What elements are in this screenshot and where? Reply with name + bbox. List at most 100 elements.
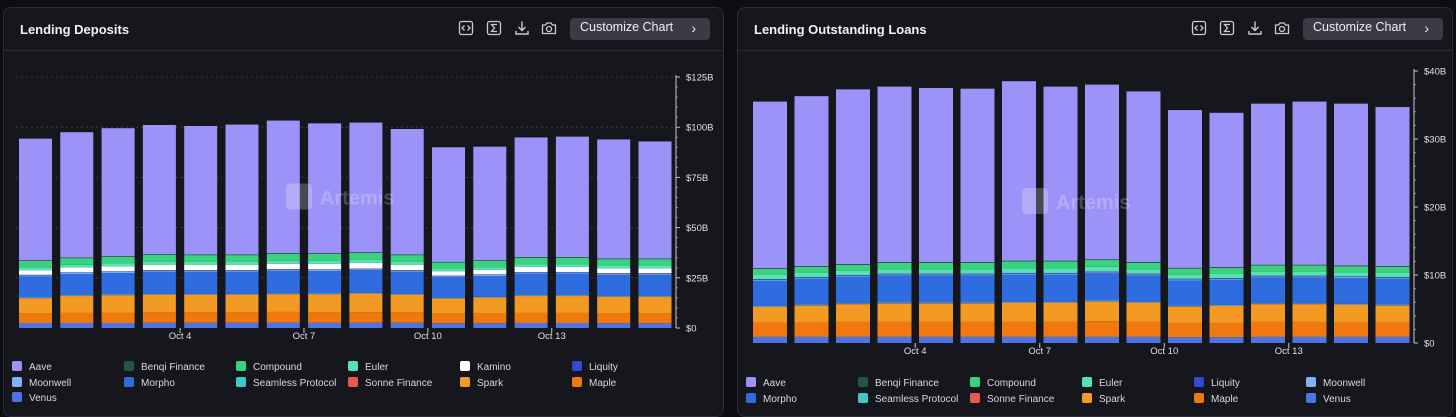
bar-segment-seamless-protocol bbox=[308, 293, 342, 295]
customize-chart-label: Customize Chart bbox=[1313, 20, 1407, 34]
x-tick-label: Oct 4 bbox=[169, 331, 192, 342]
legend-item-aave[interactable]: Aave bbox=[12, 361, 52, 373]
bar-segment-sonne-finance bbox=[225, 294, 259, 295]
download-icon[interactable] bbox=[1247, 20, 1263, 36]
bar-segment-liquity bbox=[1002, 272, 1036, 274]
bar-segment-moonwell bbox=[877, 274, 912, 276]
bar-segment-maple bbox=[349, 312, 383, 323]
bar-segment-maple bbox=[753, 322, 787, 337]
legend-item-seamless-protocol[interactable]: Seamless Protocol bbox=[858, 392, 958, 405]
bar-segment-compound bbox=[349, 252, 383, 260]
bar-segment-aave bbox=[1209, 112, 1244, 268]
bar-segment-benqi-finance bbox=[1085, 259, 1119, 261]
legend-item-maple[interactable]: Maple bbox=[1194, 392, 1238, 405]
bar-segment-spark bbox=[142, 294, 176, 313]
bar-segment-seamless-protocol bbox=[1334, 303, 1368, 305]
bar-segment-venus bbox=[1209, 337, 1244, 343]
bar-segment-moonwell bbox=[638, 273, 672, 275]
bar-segment-morpho bbox=[555, 273, 589, 296]
legend-item-seamless-protocol[interactable]: Seamless Protocol bbox=[236, 376, 336, 389]
bar-segment-liquity bbox=[225, 270, 259, 271]
legend-item-aave[interactable]: Aave bbox=[746, 377, 786, 389]
bar-segment-aave bbox=[836, 89, 870, 265]
bar-segment-seamless-protocol bbox=[514, 295, 548, 296]
bar-segment-moonwell bbox=[1334, 277, 1368, 279]
legend-item-compound[interactable]: Compound bbox=[236, 361, 302, 373]
bar-segment-aave bbox=[266, 120, 300, 254]
bar-segment-venus bbox=[1375, 336, 1410, 343]
legend-item-benqi-finance[interactable]: Benqi Finance bbox=[124, 361, 205, 373]
bar-segment-kamino bbox=[60, 267, 94, 273]
legend-item-compound[interactable]: Compound bbox=[970, 377, 1036, 389]
legend-item-liquity[interactable]: Liquity bbox=[1194, 377, 1240, 389]
bar-segment-sonne-finance bbox=[877, 303, 912, 304]
bar-segment-sonne-finance bbox=[753, 306, 787, 308]
sigma-icon[interactable] bbox=[486, 20, 502, 36]
legend-item-maple[interactable]: Maple bbox=[572, 376, 616, 389]
legend-swatch bbox=[970, 377, 980, 387]
legend-item-venus[interactable]: Venus bbox=[1306, 392, 1351, 405]
bar-segment-sonne-finance bbox=[1126, 302, 1161, 304]
legend-item-liquity[interactable]: Liquity bbox=[572, 361, 618, 373]
legend-item-sonne-finance[interactable]: Sonne Finance bbox=[348, 376, 432, 389]
bar-segment-benqi-finance bbox=[836, 264, 870, 265]
bar-segment-maple bbox=[1375, 322, 1410, 337]
legend-item-morpho[interactable]: Morpho bbox=[746, 392, 797, 405]
camera-icon[interactable] bbox=[1274, 20, 1290, 36]
bar-segment-liquity bbox=[836, 275, 870, 276]
code-icon[interactable] bbox=[458, 20, 474, 36]
bar-segment-liquity bbox=[390, 270, 424, 271]
legend-item-moonwell[interactable]: Moonwell bbox=[1306, 377, 1365, 389]
y-tick-label: $75B bbox=[686, 173, 708, 184]
bar-segment-benqi-finance bbox=[142, 254, 176, 255]
bar-segment-aave bbox=[794, 96, 829, 267]
bar-segment-aave bbox=[308, 123, 342, 254]
code-icon[interactable] bbox=[1191, 20, 1207, 36]
bar-segment-aave bbox=[432, 147, 465, 262]
customize-chart-button[interactable]: Customize Chart › bbox=[570, 18, 710, 40]
lending-deposits-panel: Lending Deposits Customize Chart › $0 $25B… bbox=[3, 7, 724, 417]
legend-item-euler[interactable]: Euler bbox=[348, 361, 388, 373]
bar-segment-spark bbox=[390, 294, 424, 313]
bar-segment-maple bbox=[638, 313, 672, 324]
legend-swatch bbox=[1306, 377, 1316, 387]
bar-segment-venus bbox=[753, 336, 787, 343]
bar-segment-venus bbox=[638, 323, 672, 328]
legend-item-sonne-finance[interactable]: Sonne Finance bbox=[970, 392, 1054, 405]
legend-swatch bbox=[124, 376, 134, 387]
legend-item-venus[interactable]: Venus bbox=[12, 392, 57, 404]
customize-chart-button[interactable]: Customize Chart › bbox=[1303, 18, 1443, 40]
bar-segment-morpho bbox=[101, 272, 135, 295]
bar-segment-spark bbox=[1043, 302, 1078, 322]
legend-swatch bbox=[858, 392, 868, 403]
bar-segment-benqi-finance bbox=[794, 266, 829, 267]
legend-item-spark[interactable]: Spark bbox=[460, 376, 503, 389]
x-tick-label: Oct 13 bbox=[1275, 346, 1303, 357]
legend-swatch bbox=[124, 361, 134, 371]
camera-icon[interactable] bbox=[541, 20, 557, 36]
sigma-icon[interactable] bbox=[1219, 20, 1235, 36]
bar-segment-spark bbox=[1251, 304, 1285, 322]
bar-segment-liquity bbox=[308, 269, 342, 270]
legend-item-euler[interactable]: Euler bbox=[1082, 377, 1122, 389]
legend-item-moonwell[interactable]: Moonwell bbox=[12, 376, 71, 389]
legend-item-kamino[interactable]: Kamino bbox=[460, 361, 511, 373]
bar-segment-morpho bbox=[1209, 279, 1244, 305]
legend-item-spark[interactable]: Spark bbox=[1082, 392, 1125, 405]
bar-segment-compound bbox=[1002, 261, 1036, 269]
download-icon[interactable] bbox=[514, 20, 530, 36]
legend-item-morpho[interactable]: Morpho bbox=[124, 376, 175, 389]
legend-label: Euler bbox=[365, 362, 389, 373]
bar-segment-morpho bbox=[794, 278, 829, 305]
x-tick-label: Oct 13 bbox=[538, 331, 566, 342]
legend-item-benqi-finance[interactable]: Benqi Finance bbox=[858, 377, 939, 389]
bar-segment-sonne-finance bbox=[266, 293, 300, 295]
legend-swatch bbox=[746, 392, 756, 403]
legend-swatch bbox=[460, 376, 470, 387]
bar-segment-benqi-finance bbox=[1126, 262, 1161, 263]
bar-segment-seamless-protocol bbox=[19, 297, 52, 299]
bar-segment-compound bbox=[1168, 268, 1202, 275]
y-tick-label: $0 bbox=[1424, 339, 1435, 350]
bar-segment-euler bbox=[1292, 271, 1327, 276]
legend-swatch bbox=[970, 392, 980, 403]
